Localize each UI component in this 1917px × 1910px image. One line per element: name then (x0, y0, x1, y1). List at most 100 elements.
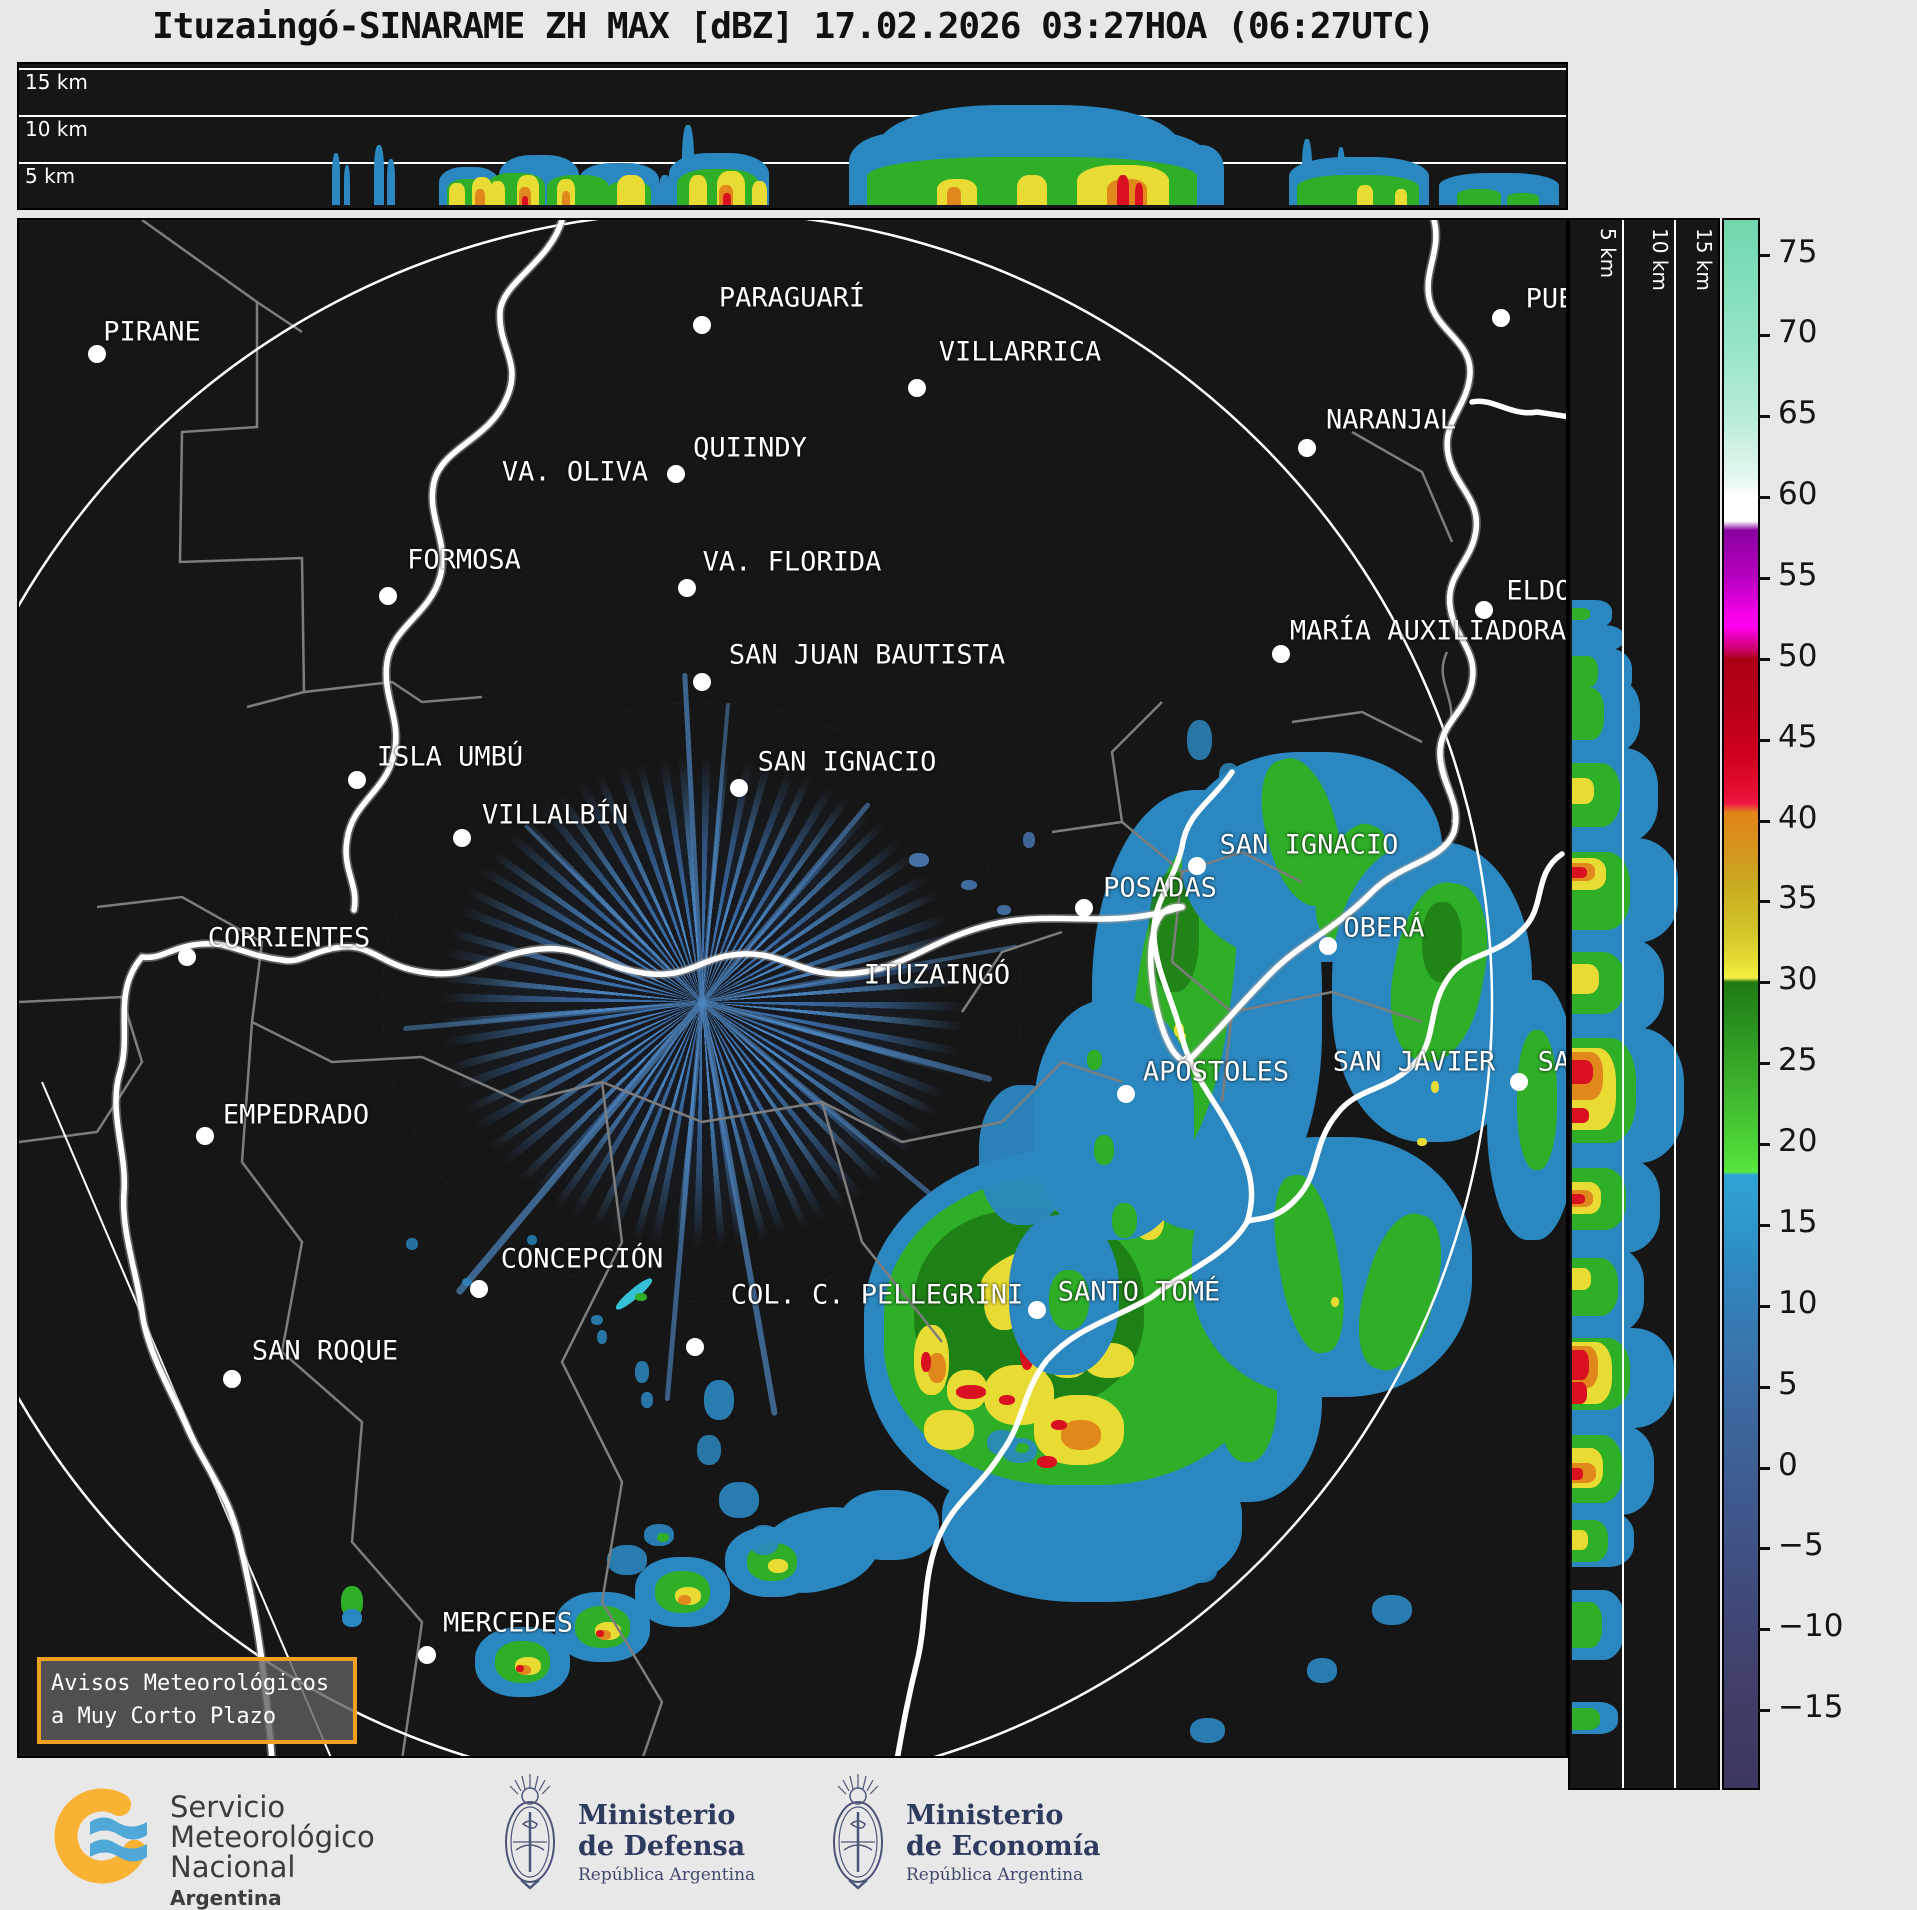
city-label: VA. OLIVA (501, 456, 649, 488)
colorbar-tick (1758, 900, 1770, 904)
echo-column (490, 181, 505, 205)
echo-column (562, 191, 570, 205)
city-dot (178, 948, 196, 966)
echo-column (332, 153, 340, 205)
range-ring (19, 220, 1494, 1756)
city-dot (1492, 309, 1510, 327)
smn-wordmark: Servicio Meteorológico Nacional Argentin… (170, 1792, 375, 1910)
colorbar-tick-label: 5 (1778, 1365, 1798, 1402)
advisory-line2: a Muy Corto Plazo (51, 1703, 277, 1729)
city-dot (1075, 899, 1093, 917)
echo-column (689, 175, 707, 205)
echo-row (1572, 656, 1598, 688)
precip-echo (1051, 1420, 1067, 1430)
colorbar-tick (1758, 415, 1770, 419)
precip-echo (677, 1595, 691, 1605)
city-label: NARANJAL (1325, 404, 1457, 436)
city-dot (418, 1646, 436, 1664)
echo-row (1572, 1708, 1600, 1730)
city-label: SAN JAVIER (1332, 1046, 1496, 1078)
colorbar-tick-label: −10 (1778, 1608, 1844, 1645)
smn-line2: Meteorológico (170, 1820, 375, 1855)
city-label: VILLARRICA (938, 336, 1102, 368)
city-dot (678, 579, 696, 597)
precip-echo (591, 1315, 603, 1325)
cross-section-top-panel: 15 km 10 km 5 km (17, 62, 1568, 210)
echo-row (1572, 1268, 1591, 1290)
city-label: EMPEDRADO (222, 1099, 370, 1131)
precip-echo (1372, 1595, 1412, 1625)
precip-echo (1037, 1456, 1057, 1468)
precip-echo (1189, 1717, 1225, 1743)
city-dot (379, 587, 397, 605)
city-label: MARÍA AUXILIADORA (1289, 615, 1567, 647)
colorbar-tick (1758, 1466, 1770, 1470)
altitude-label: 10 km (1648, 228, 1672, 291)
precip-echo (719, 1482, 759, 1518)
smn-line3: Nacional (170, 1850, 296, 1885)
economia-crest-icon (827, 1772, 889, 1902)
precip-echo (1119, 1515, 1159, 1545)
city-dot (693, 673, 711, 691)
echo-column (1302, 139, 1312, 205)
city-dot (1319, 937, 1337, 955)
precip-echo (517, 1665, 531, 1675)
echo-column (344, 165, 350, 205)
colorbar-tick-label: 20 (1778, 1123, 1818, 1160)
echo-row (1572, 1108, 1589, 1123)
altitude-line (19, 115, 1566, 117)
city-dot (667, 465, 685, 483)
city-dot (1028, 1301, 1046, 1319)
precip-echo (1431, 1081, 1439, 1093)
precip-echo (999, 1395, 1015, 1405)
precip-echo (961, 880, 977, 890)
echo-row (1572, 1530, 1588, 1550)
advisory-box: Avisos Meteorológicos a Muy Corto Plazo (37, 1657, 357, 1744)
city-dot (1188, 857, 1206, 875)
city-dot (1475, 601, 1493, 619)
echo-column (1457, 189, 1501, 205)
precip-echo (1086, 1050, 1102, 1070)
precip-echo (657, 1532, 669, 1542)
echo-column (1117, 175, 1129, 205)
colorbar-tick (1758, 819, 1770, 823)
colorbar-tick-label: 10 (1778, 1285, 1818, 1322)
city-label: PUE (1525, 283, 1566, 315)
precip-echo (704, 1380, 734, 1420)
precip-echo (909, 853, 929, 867)
precip-echo (607, 1545, 647, 1575)
city-dot (686, 1338, 704, 1356)
echo-column (374, 145, 384, 205)
echo-row (1572, 964, 1599, 994)
city-label: SAN JUAN BAUTISTA (728, 639, 1006, 671)
colorbar-tick-label: 65 (1778, 395, 1818, 432)
precip-echo (1015, 1443, 1029, 1453)
economia-sub: República Argentina (906, 1865, 1084, 1886)
colorbar-tick-label: −15 (1778, 1689, 1844, 1726)
precip-echo (635, 1361, 649, 1383)
city-label: VA. FLORIDA (702, 546, 882, 578)
economia-line1: Ministerio (906, 1800, 1064, 1831)
page-title: Ituzaingó-SINARAME ZH MAX [dBZ] 17.02.20… (152, 6, 1435, 47)
altitude-line (19, 68, 1566, 70)
echo-row (1572, 1382, 1587, 1404)
precip-echo (1186, 720, 1212, 760)
precip-echo (641, 1392, 653, 1408)
colorbar-tick (1758, 1304, 1770, 1308)
echo-row (1572, 1194, 1585, 1204)
echo-column (449, 183, 465, 205)
defensa-crest-icon (499, 1772, 561, 1902)
precip-echo (596, 1629, 604, 1637)
city-label: CONCEPCIÓN (500, 1243, 664, 1275)
altitude-label: 10 km (25, 117, 88, 141)
economia-line2: de Economía (906, 1831, 1101, 1863)
precip-echo (516, 1664, 524, 1672)
echo-row (1572, 1350, 1589, 1380)
colorbar-tick (1758, 1223, 1770, 1227)
dbz-colorbar (1722, 218, 1760, 1790)
city-dot (1510, 1073, 1528, 1091)
echo-column (1357, 185, 1373, 205)
city-dot (348, 771, 366, 789)
colorbar-tick (1758, 577, 1770, 581)
city-label: SAN IGNACIO (1219, 829, 1399, 861)
